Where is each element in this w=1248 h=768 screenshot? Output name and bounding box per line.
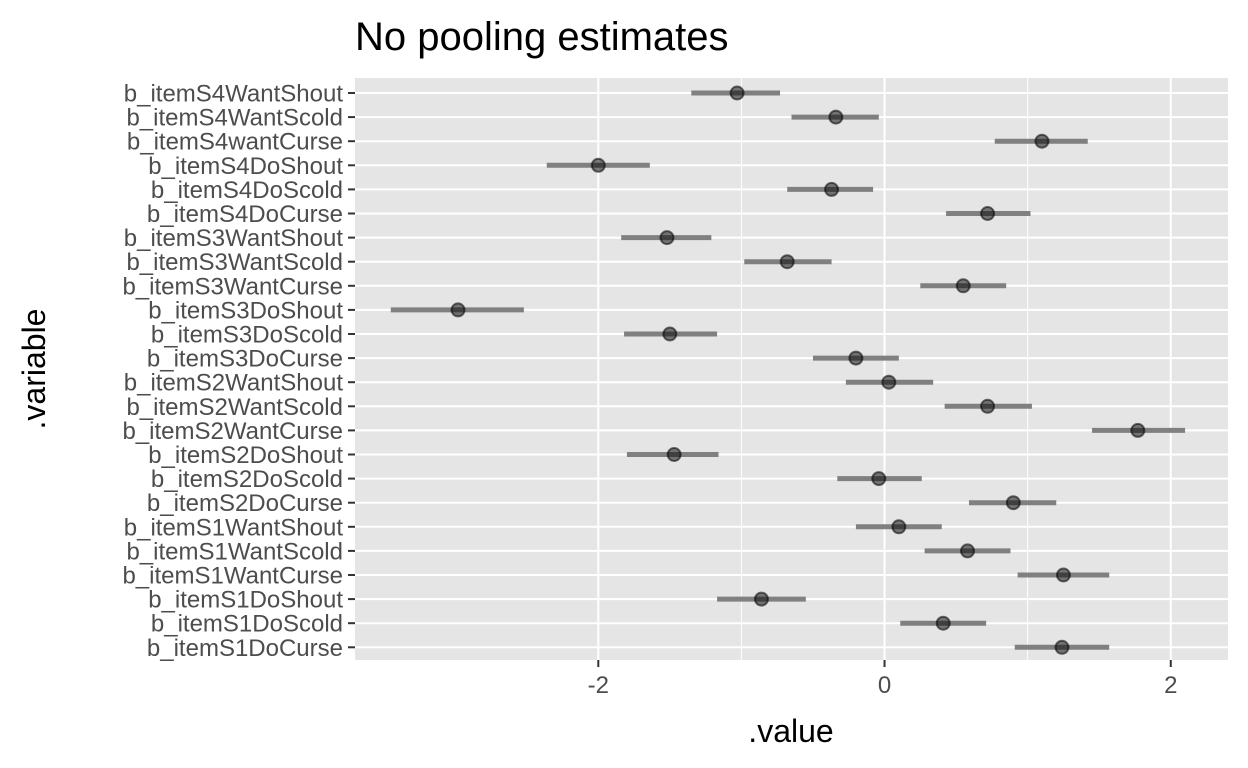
y-tick-label: b_itemS3DoShout [148,297,343,324]
y-tick-label: b_itemS2DoCurse [147,490,343,517]
point-estimate [1130,422,1146,438]
point-estimate [450,302,466,318]
y-tick-label: b_itemS3DoScold [151,322,343,349]
point-estimate [891,519,907,535]
point-estimates [450,85,1146,655]
y-tick-label: b_itemS2WantShout [124,370,344,397]
y-tick-label: b_itemS2WantCurse [122,418,343,445]
x-axis: -2 0 2 [588,660,1177,699]
y-tick-label: b_itemS1WantCurse [122,563,343,590]
point-estimate [590,157,606,173]
point-estimate [828,109,844,125]
y-tick-label: b_itemS4WantShout [124,81,344,108]
y-tick-label: b_itemS1DoScold [151,611,343,638]
point-estimate [824,181,840,197]
y-tick-label: b_itemS4DoCurse [147,201,343,228]
point-estimate [1034,133,1050,149]
point-estimate [1005,495,1021,511]
y-tick-label: b_itemS3WantCurse [122,273,343,300]
y-tick-label: b_itemS1DoCurse [147,635,343,662]
y-tick-label: b_itemS1WantScold [126,538,343,565]
y-tick-label: b_itemS1WantShout [124,514,344,541]
y-tick-label: b_itemS4DoShout [148,153,343,180]
point-estimate [662,326,678,342]
y-tick-label: b_itemS3WantScold [126,249,343,276]
y-axis-title: .variable [16,309,52,430]
y-tick-label: b_itemS2DoScold [151,466,343,493]
plot-panel [355,78,1228,660]
x-tick-label: 2 [1164,672,1177,699]
point-estimate [871,471,887,487]
point-estimate [666,447,682,462]
x-tick-label: 0 [878,672,891,699]
point-estimate [1054,639,1070,655]
x-axis-title: .value [748,713,833,749]
point-estimate [848,350,864,366]
point-estimate [1055,567,1071,583]
y-tick-label: b_itemS3WantShout [124,225,344,252]
y-tick-label: b_itemS2WantScold [126,394,343,421]
point-estimate [960,543,976,559]
y-tick-label: b_itemS4wantCurse [127,129,343,156]
point-estimate [753,591,769,607]
point-estimate [980,206,996,221]
point-estimate [729,85,745,101]
y-axis: b_itemS4WantShoutb_itemS4WantScoldb_item… [122,81,355,662]
point-estimate [881,374,897,390]
x-tick-label: -2 [588,672,609,699]
point-estimate [779,254,795,270]
y-tick-label: b_itemS3DoCurse [147,346,343,373]
point-estimate [935,615,951,631]
chart-title: No pooling estimates [355,15,729,59]
y-tick-label: b_itemS4DoScold [151,177,343,204]
y-tick-label: b_itemS4WantScold [126,105,343,132]
point-estimate [955,278,971,294]
y-tick-label: b_itemS1DoShout [148,587,343,614]
y-tick-label: b_itemS2DoShout [148,442,343,469]
point-estimate [980,398,996,414]
point-estimate [659,230,675,246]
